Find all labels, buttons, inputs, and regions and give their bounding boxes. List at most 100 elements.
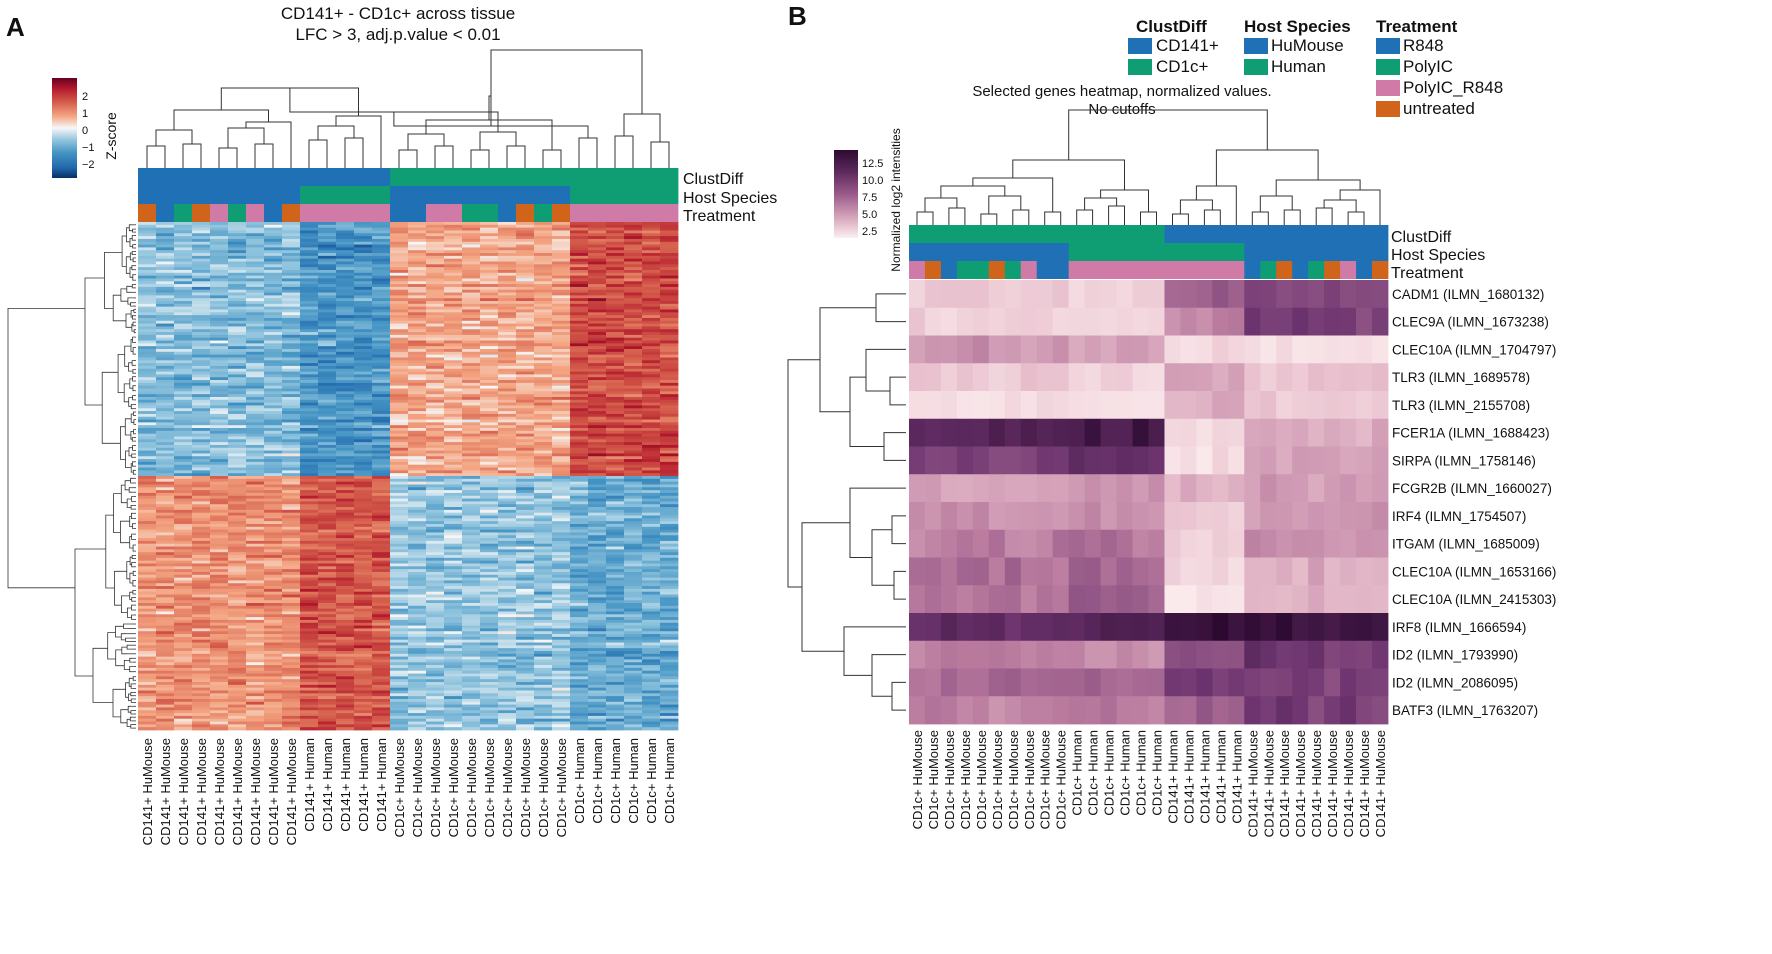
heatmap-a-cell [426,549,445,553]
heatmap-a-cell [336,628,355,632]
heatmap-a-cell [138,377,157,381]
heatmap-a-cell [210,583,229,587]
heatmap-a-cell [606,594,625,598]
heatmap-a-cell [228,450,247,454]
heatmap-a-cell [300,233,319,237]
heatmap-a-cell [462,571,481,576]
heatmap-a-cell [138,439,157,443]
heatmap-a-cell [264,329,283,333]
heatmap-a-cell [588,636,607,641]
heatmap-a-cell [642,309,661,313]
heatmap-a-cell [300,540,319,545]
heatmap-a-cell [318,521,337,525]
heatmap-a-cell [624,580,643,584]
heatmap-a-cell [534,298,553,302]
heatmap-a-cell [588,289,607,293]
heatmap-a-cell [498,365,517,370]
heatmap-a-cell [516,467,535,471]
heatmap-a-cell [210,563,229,567]
heatmap-a-cell [318,600,337,604]
heatmap-a-cell [570,360,589,364]
heatmap-a-cell [516,622,535,626]
heatmap-a-cell [642,507,661,511]
heatmap-a-cell [138,343,157,347]
heatmap-a-cell [228,351,247,356]
heatmap-a-cell [408,428,427,432]
heatmap-a-cell [462,648,481,652]
heatmap-a-cell [480,272,499,277]
heatmap-a-cell [606,473,625,477]
heatmap-a-cell [426,450,445,454]
heatmap-a-cell [408,453,427,457]
heatmap-a-cell [408,281,427,285]
heatmap-a-cell [570,391,589,395]
heatmap-a-cell [444,334,463,339]
heatmap-a-cell [570,453,589,457]
heatmap-a-cell [282,490,301,494]
heatmap-a-cell [192,439,211,443]
heatmap-a-cell [228,247,247,251]
heatmap-a-cell [570,459,589,463]
heatmap-a-cell [390,385,409,389]
heatmap-a-cell [534,261,553,265]
heatmap-a-cell [480,281,499,285]
row-dendrogram-branch [130,710,134,715]
heatmap-a-cell [660,622,679,626]
heatmap-a-cell [606,611,625,615]
heatmap-a-cell [156,382,175,387]
heatmap-a-cell [516,546,535,550]
heatmap-a-cell [606,518,625,522]
heatmap-a-cell [624,501,643,505]
heatmap-a-cell [660,467,679,471]
heatmap-a-cell [444,526,463,531]
heatmap-a-cell [210,250,229,254]
heatmap-a-cell [390,255,409,260]
heatmap-a-cell [660,402,679,406]
heatmap-a-cell [660,456,679,460]
heatmap-a-cell [534,571,553,576]
heatmap-a-cell [426,309,445,313]
row-dendrogram-branch [74,548,106,677]
heatmap-a-cell [462,419,481,423]
heatmap-a-cell [336,456,355,460]
heatmap-a-cell [228,464,247,468]
heatmap-a-cell [318,546,337,550]
heatmap-a-cell [156,351,175,356]
row-dendrogram-branch [132,347,135,355]
heatmap-a-cell [174,591,193,595]
heatmap-a-cell [138,267,157,271]
heatmap-a-cell [552,233,571,237]
heatmap-a-cell [336,521,355,525]
heatmap-a-cell [426,498,445,502]
heatmap-a-cell [210,515,229,519]
heatmap-a-cell [300,391,319,395]
heatmap-a-cell [192,312,211,316]
heatmap-a-cell [246,416,265,420]
heatmap-a-cell [444,292,463,296]
row-dendrogram-branch [130,404,134,410]
heatmap-a-cell [156,642,175,646]
heatmap-a-cell [228,396,247,401]
heatmap-a-cell [660,306,679,310]
heatmap-a-cell [354,484,373,488]
heatmap-a-cell [408,377,427,381]
heatmap-a-cell [300,430,319,435]
heatmap-a-cell [444,247,463,251]
heatmap-a-cell [426,340,445,344]
heatmap-a-cell [534,639,553,643]
heatmap-a-cell [408,303,427,308]
heatmap-a-cell [156,402,175,406]
heatmap-a-cell [480,549,499,553]
heatmap-a-cell [462,430,481,435]
heatmap-a-cell [210,365,229,370]
heatmap-a-cell [660,634,679,638]
heatmap-a-cell [210,363,229,367]
heatmap-a-cell [246,464,265,468]
heatmap-a-cell [462,611,481,615]
heatmap-a-cell [444,346,463,350]
heatmap-a-cell [408,411,427,415]
heatmap-a-cell [606,303,625,308]
heatmap-a-cell [480,492,499,497]
heatmap-a-cell [462,241,481,245]
heatmap-a-cell [192,436,211,440]
